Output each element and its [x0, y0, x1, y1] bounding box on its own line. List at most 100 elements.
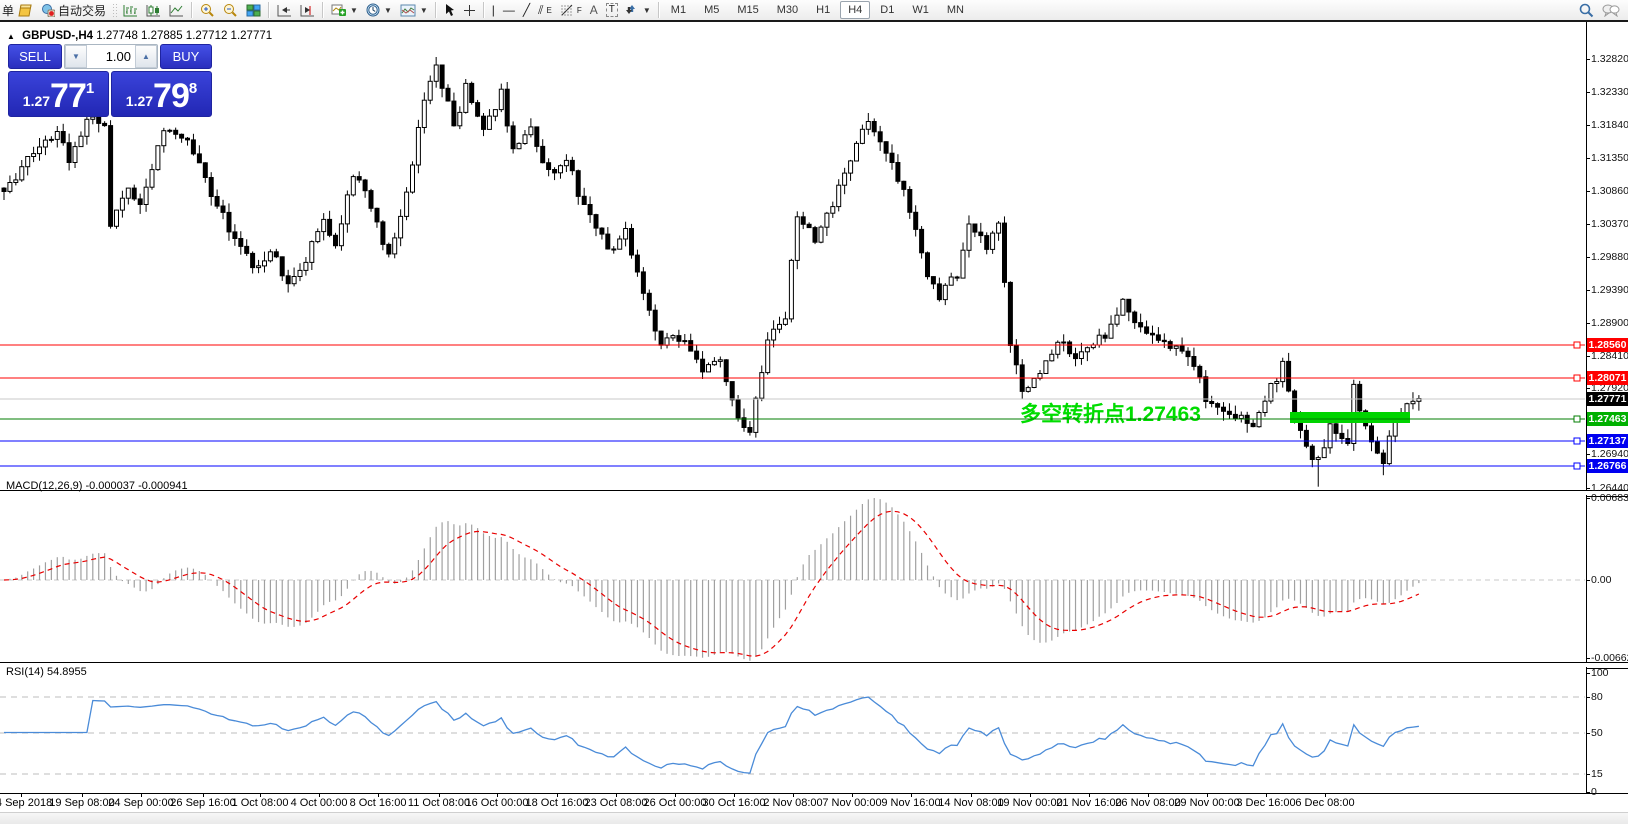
volume-increase-button[interactable]: ▲ — [135, 45, 157, 68]
chart-window-top-border — [0, 20, 1628, 22]
timeframe-button-w1[interactable]: W1 — [912, 4, 929, 16]
cursor-icon — [445, 4, 454, 16]
line-endpoint-handle[interactable] — [1573, 462, 1581, 470]
autotrading-icon — [42, 3, 56, 17]
buy-button[interactable]: BUY — [160, 44, 212, 69]
collapse-triangle-icon[interactable]: ▲ — [7, 32, 15, 41]
price-badge: 1.27463 — [1587, 412, 1628, 426]
line-endpoint-handle[interactable] — [1573, 437, 1581, 445]
template-icon — [400, 4, 416, 16]
status-bar — [0, 812, 1628, 824]
zoom-in-icon[interactable] — [196, 1, 219, 19]
search-icon[interactable] — [1579, 3, 1594, 18]
price-axis-label: 1.32330 — [1591, 86, 1628, 98]
autotrading-label: 自动交易 — [58, 3, 107, 18]
text-label-tool[interactable]: T — [602, 1, 622, 19]
buy-price-digits: 79 — [153, 77, 190, 115]
rsi-pane[interactable] — [0, 667, 1587, 793]
timeframe-button-h1[interactable]: H1 — [816, 4, 831, 16]
sell-price-digits: 77 — [50, 77, 87, 115]
chart-title: ▲ GBPUSD-,H4 1.27748 1.27885 1.27712 1.2… — [7, 30, 272, 42]
timeframe-button-mn[interactable]: MN — [946, 4, 964, 16]
sell-price-pipette: 1 — [85, 80, 95, 97]
new-order-icon[interactable] — [14, 1, 37, 19]
timeframe-button-h4[interactable]: H4 — [840, 1, 871, 19]
templates-button[interactable]: ▼ — [396, 1, 432, 19]
line-chart-icon[interactable] — [165, 1, 188, 19]
price-badge: 1.28560 — [1587, 338, 1628, 352]
volume-input[interactable] — [87, 45, 135, 68]
price-axis-label: 1.32820 — [1591, 53, 1628, 65]
macd-axis-label: 0.00 — [1591, 574, 1612, 586]
gold-document-icon — [18, 4, 32, 16]
price-axis-label: 1.30370 — [1591, 218, 1628, 230]
fibonacci-icon — [560, 4, 573, 16]
price-axis-label: 1.30860 — [1591, 185, 1628, 197]
rsi-axis-label: 80 — [1591, 691, 1603, 703]
price-axis-label: 1.29880 — [1591, 251, 1628, 263]
line-endpoint-handle[interactable] — [1573, 341, 1581, 349]
price-badge: 1.27771 — [1587, 392, 1628, 406]
line-endpoint-handle[interactable] — [1573, 374, 1581, 382]
price-axis-label: 1.28410 — [1591, 350, 1628, 362]
indicators-icon — [331, 4, 347, 16]
price-axis-label: 1.26940 — [1591, 448, 1628, 460]
horizontal-line-tool[interactable]: — — [502, 3, 515, 17]
timeframe-button-m15[interactable]: M15 — [737, 4, 759, 16]
candlestick-chart-icon[interactable] — [142, 1, 165, 19]
top-toolbar: 单 自动交易 ▼ — [0, 0, 1628, 20]
buy-price-pipette: 8 — [188, 80, 198, 97]
macd-label: MACD(12,26,9) -0.000037 -0.000941 — [6, 480, 188, 492]
line-endpoint-handle[interactable] — [1573, 415, 1581, 423]
price-badge: 1.27137 — [1587, 434, 1628, 448]
toolbar-separator — [191, 2, 194, 18]
toolbar-grip — [112, 3, 118, 17]
chevron-down-icon: ▼ — [642, 5, 651, 15]
clock-icon — [366, 3, 380, 17]
time-axis[interactable] — [0, 793, 1628, 813]
chat-icon[interactable] — [1602, 3, 1620, 17]
timeframe-button-m1[interactable]: M1 — [670, 4, 687, 16]
pivot-annotation: 多空转折点1.27463 — [1020, 402, 1201, 426]
cursor-tool[interactable] — [440, 1, 459, 19]
crosshair-icon — [463, 4, 475, 16]
price-axis-label: 1.27920 — [1591, 382, 1628, 394]
periods-button[interactable]: ▼ — [362, 1, 396, 19]
tile-windows-icon[interactable] — [242, 1, 265, 19]
support-zone-box — [1290, 412, 1410, 423]
text-tool[interactable]: A — [589, 3, 598, 17]
price-axis-label: 1.28900 — [1591, 317, 1628, 329]
crosshair-tool[interactable] — [459, 1, 480, 19]
macd-pane[interactable] — [0, 495, 1587, 662]
rsi-line — [4, 696, 1419, 774]
timeframe-button-d1[interactable]: D1 — [880, 4, 895, 16]
arrows-tool[interactable]: ▼ — [622, 1, 655, 19]
vertical-line-tool[interactable]: | — [491, 3, 495, 17]
price-chart-pane[interactable]: 多空转折点1.27463 — [0, 22, 1587, 490]
volume-decrease-button[interactable]: ▼ — [65, 45, 87, 68]
auto-scroll-icon[interactable] — [273, 1, 296, 19]
new-order-button-label[interactable]: 单 — [2, 3, 15, 18]
symbol-period: GBPUSD-,H4 — [22, 30, 94, 42]
channel-tool[interactable]: ⫽ E — [538, 3, 552, 17]
chevron-down-icon: ▼ — [350, 5, 358, 15]
price-axis-label: 1.31350 — [1591, 152, 1628, 164]
chevron-down-icon: ▼ — [419, 5, 428, 15]
sell-price-display[interactable]: 1.27 77 1 — [8, 71, 109, 117]
bar-chart-icon[interactable] — [119, 1, 142, 19]
indicators-button[interactable]: ▼ — [327, 1, 362, 19]
rsi-axis-label: 15 — [1591, 768, 1603, 780]
fibonacci-tool[interactable]: F — [556, 1, 586, 19]
buy-price-display[interactable]: 1.27 79 8 — [111, 71, 212, 117]
chart-shift-icon[interactable] — [296, 1, 319, 19]
zoom-out-icon[interactable] — [219, 1, 242, 19]
timeframe-button-m30[interactable]: M30 — [776, 4, 799, 16]
autotrading-button[interactable]: 自动交易 — [37, 1, 110, 19]
toolbar-separator — [434, 2, 437, 18]
price-axis-label: 1.31840 — [1591, 119, 1628, 131]
timeframe-button-m5[interactable]: M5 — [704, 4, 720, 16]
rsi-label: RSI(14) 54.8955 — [6, 666, 87, 678]
sell-button[interactable]: SELL — [8, 44, 62, 69]
trendline-tool[interactable]: ╱ — [522, 3, 531, 17]
rsi-axis-label: 50 — [1591, 727, 1603, 739]
